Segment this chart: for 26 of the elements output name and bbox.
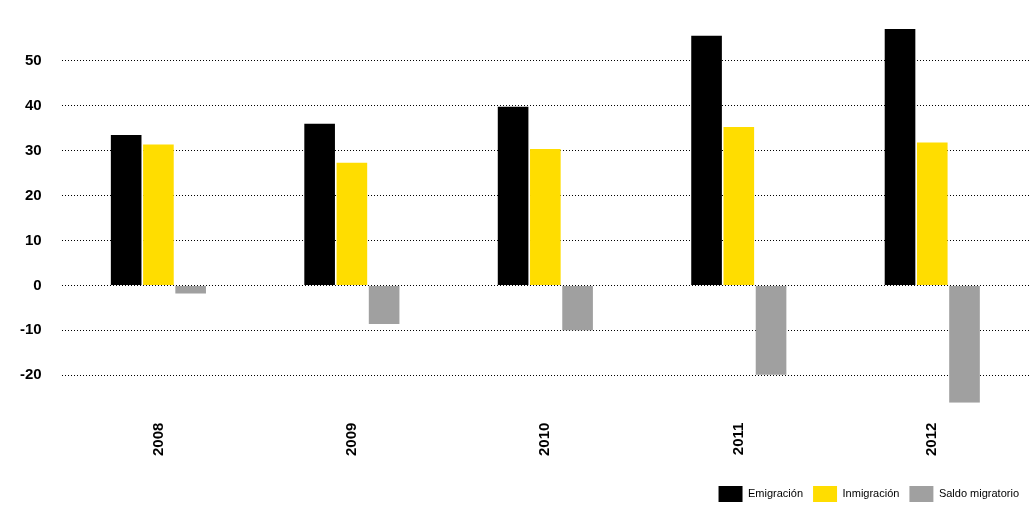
x-tick-label: 2009 bbox=[342, 422, 360, 457]
y-tick-label: 0 bbox=[33, 275, 42, 293]
bar bbox=[368, 285, 400, 325]
x-tick-label: 2010 bbox=[535, 422, 553, 457]
y-tick-label: 30 bbox=[24, 140, 42, 158]
x-tick-label: 2012 bbox=[922, 422, 940, 457]
bar bbox=[755, 285, 787, 375]
y-tick-label: 50 bbox=[24, 51, 42, 69]
legend-label: Saldo migratorio bbox=[938, 487, 1019, 500]
bar bbox=[530, 148, 561, 285]
bar bbox=[175, 285, 206, 294]
x-tick-label: 2008 bbox=[148, 422, 166, 457]
legend-label: Inmigración bbox=[842, 487, 900, 500]
y-tick-label: 20 bbox=[24, 185, 42, 203]
x-tick-label: 2011 bbox=[728, 422, 746, 456]
y-tick-label: -10 bbox=[19, 320, 42, 338]
legend-label: Emigración bbox=[748, 487, 804, 500]
bar bbox=[723, 126, 755, 285]
y-tick-label: 40 bbox=[24, 95, 42, 113]
y-tick-label: -20 bbox=[19, 365, 42, 383]
bar bbox=[562, 285, 593, 331]
bar bbox=[916, 142, 948, 285]
bar bbox=[143, 144, 174, 285]
bar bbox=[949, 285, 980, 403]
bar bbox=[336, 162, 368, 285]
y-tick-label: 10 bbox=[24, 230, 42, 248]
